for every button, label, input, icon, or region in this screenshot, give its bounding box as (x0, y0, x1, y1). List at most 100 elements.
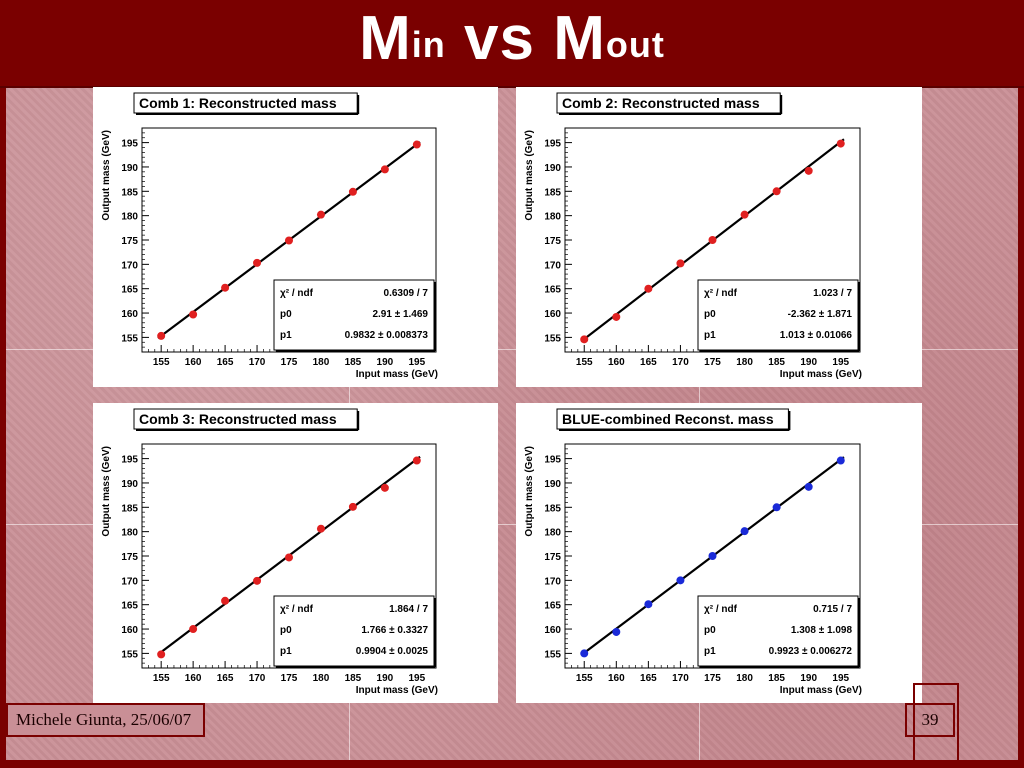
fit-stat-label: p0 (280, 309, 292, 320)
data-point (380, 483, 389, 492)
fit-stat-value: 1.308 ± 1.098 (791, 625, 853, 636)
chart-title-box: Comb 1: Reconstructed mass (133, 92, 360, 115)
x-tick-label: 190 (377, 673, 394, 684)
x-tick-label: 195 (832, 357, 849, 368)
y-tick-label: 185 (544, 187, 561, 198)
chart-comb2: 155 160 165 170 175 180 185 190 195 155 160 165 170 1… (524, 92, 862, 380)
fit-stat-value: 2.91 ± 1.469 (372, 309, 428, 320)
x-tick-label: 170 (249, 357, 266, 368)
chart-panel-comb2: 155 160 165 170 175 180 185 190 195 155 160 165 170 1… (516, 87, 922, 387)
footer-page-number: 39 (905, 703, 955, 737)
slide-border-right (1018, 86, 1024, 768)
x-tick-label: 160 (185, 357, 202, 368)
title-sup-out: out (605, 24, 665, 65)
data-point (316, 524, 325, 533)
x-tick-label: 175 (704, 357, 721, 368)
title-vs: vs (445, 4, 554, 73)
chart-title: BLUE-combined Reconst. mass (562, 411, 774, 427)
fit-stat-label: p1 (280, 646, 292, 657)
chart-title: Comb 3: Reconstructed mass (139, 411, 337, 427)
fit-stat-value: -2.362 ± 1.871 (788, 309, 853, 320)
y-tick-label: 180 (544, 212, 561, 223)
y-tick-label: 185 (121, 503, 138, 514)
x-tick-label: 170 (249, 673, 266, 684)
x-tick-label: 175 (281, 357, 298, 368)
data-point (740, 210, 749, 219)
fit-stat-label: p1 (704, 646, 716, 657)
x-tick-label: 160 (608, 673, 625, 684)
footer-author-date: Michele Giunta, 25/06/07 (6, 703, 206, 737)
fit-stats-frame (273, 595, 435, 667)
y-tick-label: 160 (121, 625, 138, 636)
fit-stat-label: p0 (704, 309, 716, 320)
y-tick-label: 175 (121, 236, 138, 247)
data-point (285, 236, 293, 245)
data-point (157, 650, 166, 659)
fit-stat-label: χ² / ndf (280, 288, 314, 299)
fit-stat-value: 0.715 / 7 (813, 604, 852, 615)
fit-stats-frame (697, 595, 859, 667)
x-tick-label: 165 (217, 357, 234, 368)
chart-blue-combined: 155 160 165 170 175 180 185 190 195 155 160 165 170 1… (524, 408, 862, 696)
y-axis-title: Output mass (GeV) (524, 130, 535, 221)
x-tick-label: 195 (408, 673, 425, 684)
title-bar: Min vs Mout (0, 0, 1024, 88)
y-tick-label: 190 (544, 163, 561, 174)
x-tick-label: 185 (345, 673, 362, 684)
y-tick-label: 180 (121, 528, 138, 539)
title-m-in: M (359, 4, 412, 73)
chart-panel-comb3: 155 160 165 170 175 180 185 190 195 155 160 165 170 1… (93, 403, 498, 703)
data-point (612, 312, 621, 321)
y-tick-label: 190 (121, 163, 138, 174)
x-tick-label: 190 (800, 673, 817, 684)
data-point (189, 310, 198, 319)
data-point (804, 166, 813, 175)
x-tick-label: 180 (313, 673, 330, 684)
fit-stat-label: p0 (704, 625, 716, 636)
title-m-out: M (553, 4, 606, 73)
y-tick-label: 155 (544, 333, 561, 344)
fit-stats-box: χ² / ndf 0.6309 / 7 p0 2.91 ± 1.469 p1 0.9832… (273, 279, 436, 352)
data-point (221, 283, 230, 292)
fit-stats-box: χ² / ndf 1.864 / 7 p0 1.766 ± 0.3327 p1 0.990… (273, 595, 436, 668)
y-tick-label: 165 (121, 285, 138, 296)
y-tick-label: 155 (544, 649, 561, 660)
slide-title: Min vs Mout (0, 4, 1024, 74)
chart-comb3: 155 160 165 170 175 180 185 190 195 155 160 165 170 1… (101, 408, 438, 696)
data-point (676, 576, 685, 585)
fit-stat-value: 1.023 / 7 (813, 288, 852, 299)
fit-stat-label: χ² / ndf (704, 288, 738, 299)
data-point (221, 596, 230, 605)
x-tick-label: 155 (153, 357, 170, 368)
fit-stats-box: χ² / ndf 0.715 / 7 p0 1.308 ± 1.098 p1 0.9923… (697, 595, 860, 668)
fit-stat-value: 1.864 / 7 (389, 604, 428, 615)
data-point (157, 331, 166, 340)
data-point (348, 502, 357, 511)
x-tick-label: 170 (672, 673, 689, 684)
data-point (836, 456, 845, 465)
chart-panel-comb1: 155 160 165 170 175 180 185 190 195 155 160 165 170 1… (93, 87, 498, 387)
data-point (316, 210, 325, 219)
x-axis-title: Input mass (GeV) (780, 369, 862, 380)
y-tick-label: 195 (121, 139, 138, 150)
fit-stat-label: p1 (280, 330, 292, 341)
x-tick-label: 175 (281, 673, 298, 684)
data-point (412, 456, 421, 465)
chart-title-box: Comb 3: Reconstructed mass (133, 408, 360, 431)
x-tick-label: 185 (345, 357, 362, 368)
data-point (580, 335, 589, 344)
y-tick-label: 160 (121, 309, 138, 320)
slide-border-bottom (0, 760, 1024, 768)
y-axis-title: Output mass (GeV) (101, 130, 112, 221)
x-tick-label: 160 (608, 357, 625, 368)
x-axis-title: Input mass (GeV) (356, 369, 438, 380)
y-tick-label: 170 (121, 260, 138, 271)
chart-comb1: 155 160 165 170 175 180 185 190 195 155 160 165 170 1… (101, 92, 438, 380)
x-tick-label: 155 (576, 357, 593, 368)
y-tick-label: 165 (121, 601, 138, 612)
y-tick-label: 160 (544, 625, 561, 636)
fit-stats-frame (273, 279, 435, 351)
slide-border-left (0, 86, 6, 768)
fit-stat-value: 0.9904 ± 0.0025 (356, 646, 429, 657)
chart-title: Comb 1: Reconstructed mass (139, 95, 337, 111)
